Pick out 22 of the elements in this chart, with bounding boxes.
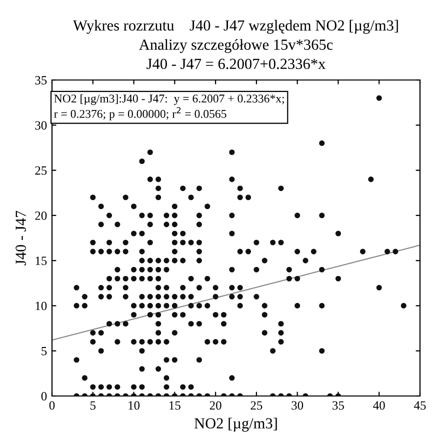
y-tick-label: 15 [36,256,47,266]
y-tick-label: 20 [35,211,47,220]
x-tick-label: 30 [292,401,304,410]
annotation: NO2 [µg/m3]:J40 - J47: y = 6.2007 + 0.2336*x; r = 0.2376; p = 0.00000; r$^{2}$ = 0.0565 [54,94,284,120]
x-tick-label: 45 [414,401,426,410]
x-tick-label: 10 [128,401,140,410]
x-tick-label: 25 [250,401,262,410]
x-tick-label: 15 [170,401,180,410]
y-tick-label: 5 [42,347,47,356]
y-tick-label: 10 [36,302,47,310]
y-tick-label: 25 [35,166,47,175]
x-tick-label: 35 [332,401,344,410]
chart-title: Wykres rozrzutu J40 - J47 względem NO2 [µg/m3] Analizy szczegółowe 15v*365c J40 - J47 = 6.2007+0.2336*x [72,20,398,70]
y-tick-label: 30 [35,121,47,130]
x-tick-label: 40 [373,401,385,410]
x-tick-label: 5 [90,401,96,410]
x-tick-label: 20 [210,401,222,410]
y-axis-title: J40 - J47 [16,210,26,266]
y-tick-label: 35 [35,76,47,84]
x-tick-label: 0 [49,401,55,410]
y-tick-label: 0 [41,392,47,400]
x-axis-title: NO2 [µg/m3] [194,418,277,432]
